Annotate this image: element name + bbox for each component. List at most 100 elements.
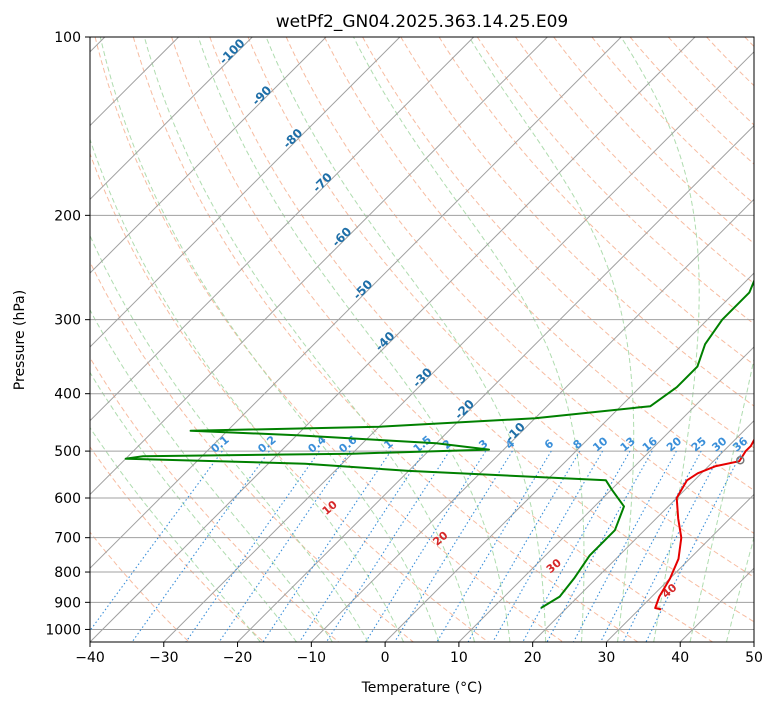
dry-adiabat-line — [209, 37, 754, 623]
isotherm-label: -30 — [410, 365, 435, 390]
moist-adiabat-line — [90, 308, 333, 642]
x-tick-label: 30 — [598, 650, 616, 666]
moist-adiabat-line — [90, 234, 369, 642]
dewpoint-profile-line — [124, 278, 754, 609]
moist-adiabat-line — [689, 356, 754, 642]
mixing-ratio-line — [600, 450, 702, 642]
y-tick-label: 500 — [54, 444, 81, 460]
isotherm-line — [458, 346, 754, 642]
y-tick-label: 900 — [54, 595, 81, 611]
mixing-ratio-label: 1 — [382, 437, 396, 452]
dry-adiabat-line — [90, 152, 489, 642]
mixing-ratio-line — [645, 450, 743, 642]
mixing-ratio-line — [546, 450, 653, 642]
isotherm-line — [90, 37, 696, 642]
y-tick-label: 400 — [54, 387, 81, 403]
x-tick-label: 40 — [671, 650, 689, 666]
dry-adiabat-line — [591, 37, 754, 205]
x-tick-label: −30 — [149, 650, 179, 666]
isotherm-line — [532, 419, 754, 642]
isotherm-line — [310, 198, 754, 642]
moist-adiabat-line — [90, 137, 405, 642]
moist-adiabat-line — [90, 426, 261, 642]
moist-adiabat-line — [265, 37, 547, 642]
dry-adiabat-line — [90, 356, 339, 642]
isotherm-label: -50 — [350, 277, 375, 302]
mixing-ratio-line — [622, 450, 723, 642]
isotherm-line — [606, 493, 754, 642]
y-axis-label: Pressure (hPa) — [12, 290, 28, 390]
y-tick-label: 200 — [54, 208, 81, 224]
moist-adiabat-line — [90, 371, 297, 642]
isotherm-line — [384, 272, 754, 642]
dry-adiabat-line — [247, 37, 754, 578]
dry-adiabat-line — [90, 260, 414, 642]
dry-adiabat-line — [362, 37, 754, 449]
dry-adiabat-line — [438, 37, 754, 366]
dry-adiabat-line — [90, 446, 265, 642]
isotherm-label: -80 — [280, 126, 305, 151]
mixing-ratio-line — [492, 450, 604, 642]
y-tick-label: 300 — [54, 313, 81, 329]
dry-adiabat-line — [400, 37, 754, 407]
mixing-ratio-line — [325, 450, 450, 642]
y-tick-label: 700 — [54, 531, 81, 547]
dry-adiabat-line — [515, 37, 754, 285]
mixing-ratio-label: 6 — [542, 437, 556, 452]
temperature-profile-line — [654, 438, 754, 611]
y-axis: 100 200 300 400 500 600 700 800 900 1000 — [45, 30, 90, 638]
mixing-ratio-line — [573, 450, 677, 642]
moist-adiabat-line — [353, 37, 585, 642]
dry-adiabat-line — [476, 37, 754, 325]
isotherm-label: -20 — [452, 397, 477, 422]
moist-adiabat-line — [620, 37, 700, 642]
mixing-ratio-line — [185, 450, 320, 642]
mixing-ratio-line — [394, 450, 513, 642]
isotherm-line — [90, 37, 401, 348]
y-tick-label: 100 — [54, 30, 81, 46]
x-tick-label: −40 — [75, 650, 105, 666]
moist-adiabat-line — [726, 535, 754, 642]
mixing-ratio-line — [90, 450, 223, 632]
mixing-ratio-line — [436, 450, 552, 642]
isotherm-line — [753, 641, 754, 642]
mixing-ratio-label: 0.1 — [208, 433, 231, 455]
isotherm-label: -70 — [310, 170, 335, 195]
dry-adiabat-line — [323, 37, 754, 491]
x-tick-label: −10 — [297, 650, 327, 666]
dry-adiabat-line — [553, 37, 754, 245]
isotherm-line — [679, 567, 754, 642]
mixing-ratio-line — [218, 450, 351, 642]
x-tick-label: 20 — [524, 650, 542, 666]
mixing-ratio-line — [522, 450, 631, 642]
isotherm-label: -60 — [329, 224, 354, 249]
y-tick-label: 800 — [54, 565, 81, 581]
moist-adiabat-line — [99, 37, 440, 642]
mixing-ratio-label: 8 — [571, 437, 585, 452]
isotherm-line — [90, 37, 327, 274]
moist-adiabat-line — [197, 37, 511, 642]
x-axis: −40 −30 −20 −10 0 10 20 30 40 50 — [75, 642, 763, 666]
mixing-ratio-line — [262, 450, 392, 642]
y-tick-label: 600 — [54, 491, 81, 507]
isotherm-line — [90, 37, 622, 569]
x-axis-label: Temperature (°C) — [361, 680, 483, 696]
dry-adiabat-line — [285, 37, 754, 534]
isotherm-label: -100 — [217, 36, 248, 67]
isotherm-line — [237, 124, 754, 642]
moist-adiabat-line — [468, 37, 635, 642]
x-tick-label: 10 — [450, 650, 468, 666]
dry-adiabat-label: 20 — [431, 529, 451, 549]
x-tick-label: 0 — [381, 650, 390, 666]
dry-adiabat-line — [90, 531, 190, 642]
mixing-ratio-line — [299, 450, 426, 642]
isotherm-label: -90 — [249, 83, 274, 108]
moist-adiabat-line — [143, 37, 475, 642]
isotherm-line — [163, 51, 754, 642]
isotherm-label: -40 — [372, 329, 397, 354]
y-tick-label: 1000 — [45, 622, 81, 638]
dry-adiabat-line — [706, 37, 754, 87]
dry-adiabat-line — [94, 37, 564, 642]
parcel-marker — [736, 455, 745, 465]
